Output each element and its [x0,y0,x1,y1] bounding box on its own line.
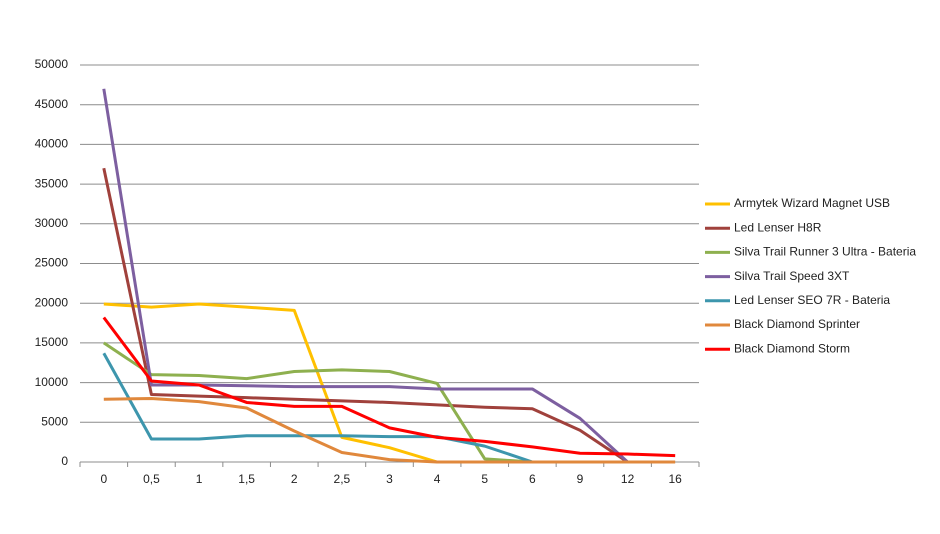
x-tick-label: 16 [669,472,683,486]
series-line [102,341,533,464]
y-tick-label: 35000 [35,176,69,190]
series-line [102,316,676,458]
x-tick-label: 1,5 [238,472,255,486]
y-tick-label: 10000 [35,375,69,389]
legend-label: Silva Trail Runner 3 Ultra - Bateria [734,245,916,259]
legend-label: Led Lenser SEO 7R - Bateria [734,293,890,307]
legend-label: Black Diamond Storm [734,341,850,355]
legend-label: Led Lenser H8R [734,220,822,234]
x-tick-label: 5 [481,472,488,486]
x-tick-label: 4 [434,472,441,486]
x-tick-label: 2,5 [334,472,351,486]
x-tick-label: 2 [291,472,298,486]
x-tick-label: 0 [100,472,107,486]
x-tick-label: 6 [529,472,536,486]
x-tick-label: 3 [386,472,393,486]
y-tick-label: 5000 [41,414,68,428]
legend-label: Silva Trail Speed 3XT [734,269,850,283]
series-line [102,352,533,464]
y-tick-label: 40000 [35,137,69,151]
x-tick-label: 0,5 [143,472,160,486]
y-tick-label: 15000 [35,335,69,349]
y-tick-label: 50000 [35,57,69,71]
y-tick-label: 20000 [35,295,69,309]
y-tick-label: 30000 [35,216,69,230]
series-line [103,396,676,464]
legend-label: Armytek Wizard Magnet USB [734,196,890,210]
legend-label: Black Diamond Sprinter [734,317,860,331]
y-tick-label: 45000 [35,97,69,111]
x-tick-label: 1 [196,472,203,486]
x-tick-label: 9 [577,472,584,486]
series-line [103,302,438,464]
x-tick-label: 12 [621,472,635,486]
y-tick-label: 0 [61,454,68,468]
series-line [102,167,629,464]
y-tick-label: 25000 [35,256,69,270]
